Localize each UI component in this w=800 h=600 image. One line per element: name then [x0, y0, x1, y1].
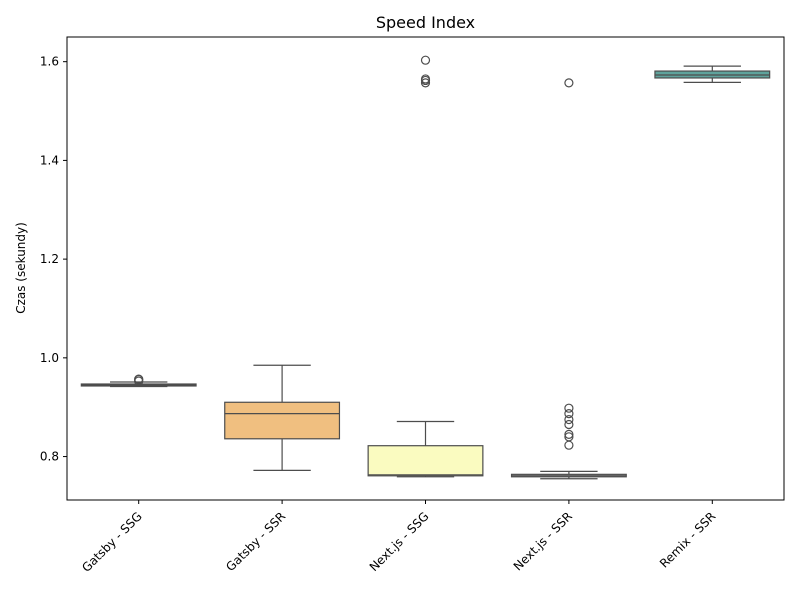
box-group [224, 364, 341, 471]
y-tick-label: 1.0 [40, 351, 59, 365]
outlier-point [420, 74, 431, 84]
y-tick-label: 1.4 [40, 153, 59, 167]
plot-area: 0.8 1.0 1.2 1.4 1.6 Gatsby - SSG Gatsby - SSR N… [40, 55, 771, 575]
outlier-point [564, 409, 574, 419]
outlier-point [564, 414, 574, 425]
x-tick-label: Gatsby - SSG [79, 509, 145, 575]
x-tick-label: Remix - SSR [657, 509, 718, 570]
x-tick-label: Gatsby - SSR [223, 509, 288, 574]
y-tick-label: 1.6 [40, 55, 59, 69]
box-group [367, 55, 484, 478]
box-group [654, 65, 771, 84]
y-axis-label: Czas (sekundy) [14, 222, 28, 314]
outlier-point [564, 78, 574, 88]
outlier-point [134, 374, 144, 384]
y-tick-label: 0.8 [40, 450, 59, 464]
outlier-point [564, 403, 574, 413]
box-group [80, 374, 197, 388]
outlier-point [420, 78, 431, 88]
plot-frame [66, 36, 785, 501]
x-tick-label: Next.js - SSG [367, 509, 432, 574]
x-tick-label: Next.js - SSR [511, 509, 575, 573]
chart-title: Speed Index [376, 13, 475, 32]
y-tick-label: 1.2 [40, 252, 59, 266]
outlier-point [564, 429, 574, 439]
box-group [510, 78, 627, 480]
outlier-point [564, 432, 574, 442]
box-iqr [367, 445, 484, 477]
outlier-point [564, 419, 574, 430]
outlier-point [420, 55, 431, 65]
outlier-point [564, 440, 574, 450]
box-iqr [224, 401, 341, 440]
